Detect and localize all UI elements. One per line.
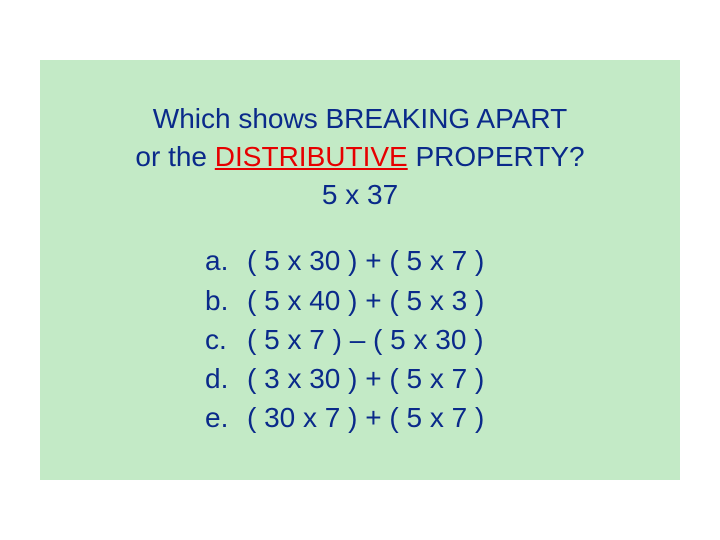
option-letter: c.: [205, 320, 247, 359]
question-line2-post: PROPERTY?: [408, 141, 585, 172]
slide: Which shows BREAKING APART or the DISTRI…: [0, 0, 720, 540]
option-a: a. ( 5 x 30 ) + ( 5 x 7 ): [205, 241, 650, 280]
option-letter: a.: [205, 241, 247, 280]
option-text: ( 5 x 40 ) + ( 5 x 3 ): [247, 281, 484, 320]
question-line2-pre: or the: [135, 141, 214, 172]
question-highlight: DISTRIBUTIVE: [215, 141, 408, 172]
option-d: d. ( 3 x 30 ) + ( 5 x 7 ): [205, 359, 650, 398]
question-line1: Which shows BREAKING APART: [153, 103, 567, 134]
option-text: ( 5 x 7 ) – ( 5 x 30 ): [247, 320, 484, 359]
options-list: a. ( 5 x 30 ) + ( 5 x 7 ) b. ( 5 x 40 ) …: [70, 241, 650, 437]
option-letter: b.: [205, 281, 247, 320]
content-box: Which shows BREAKING APART or the DISTRI…: [40, 60, 680, 480]
option-text: ( 3 x 30 ) + ( 5 x 7 ): [247, 359, 484, 398]
question-line3: 5 x 37: [70, 176, 650, 214]
option-letter: d.: [205, 359, 247, 398]
option-c: c. ( 5 x 7 ) – ( 5 x 30 ): [205, 320, 650, 359]
question-text: Which shows BREAKING APART or the DISTRI…: [70, 100, 650, 213]
option-letter: e.: [205, 398, 247, 437]
option-e: e. ( 30 x 7 ) + ( 5 x 7 ): [205, 398, 650, 437]
option-text: ( 5 x 30 ) + ( 5 x 7 ): [247, 241, 484, 280]
option-text: ( 30 x 7 ) + ( 5 x 7 ): [247, 398, 484, 437]
option-b: b. ( 5 x 40 ) + ( 5 x 3 ): [205, 281, 650, 320]
